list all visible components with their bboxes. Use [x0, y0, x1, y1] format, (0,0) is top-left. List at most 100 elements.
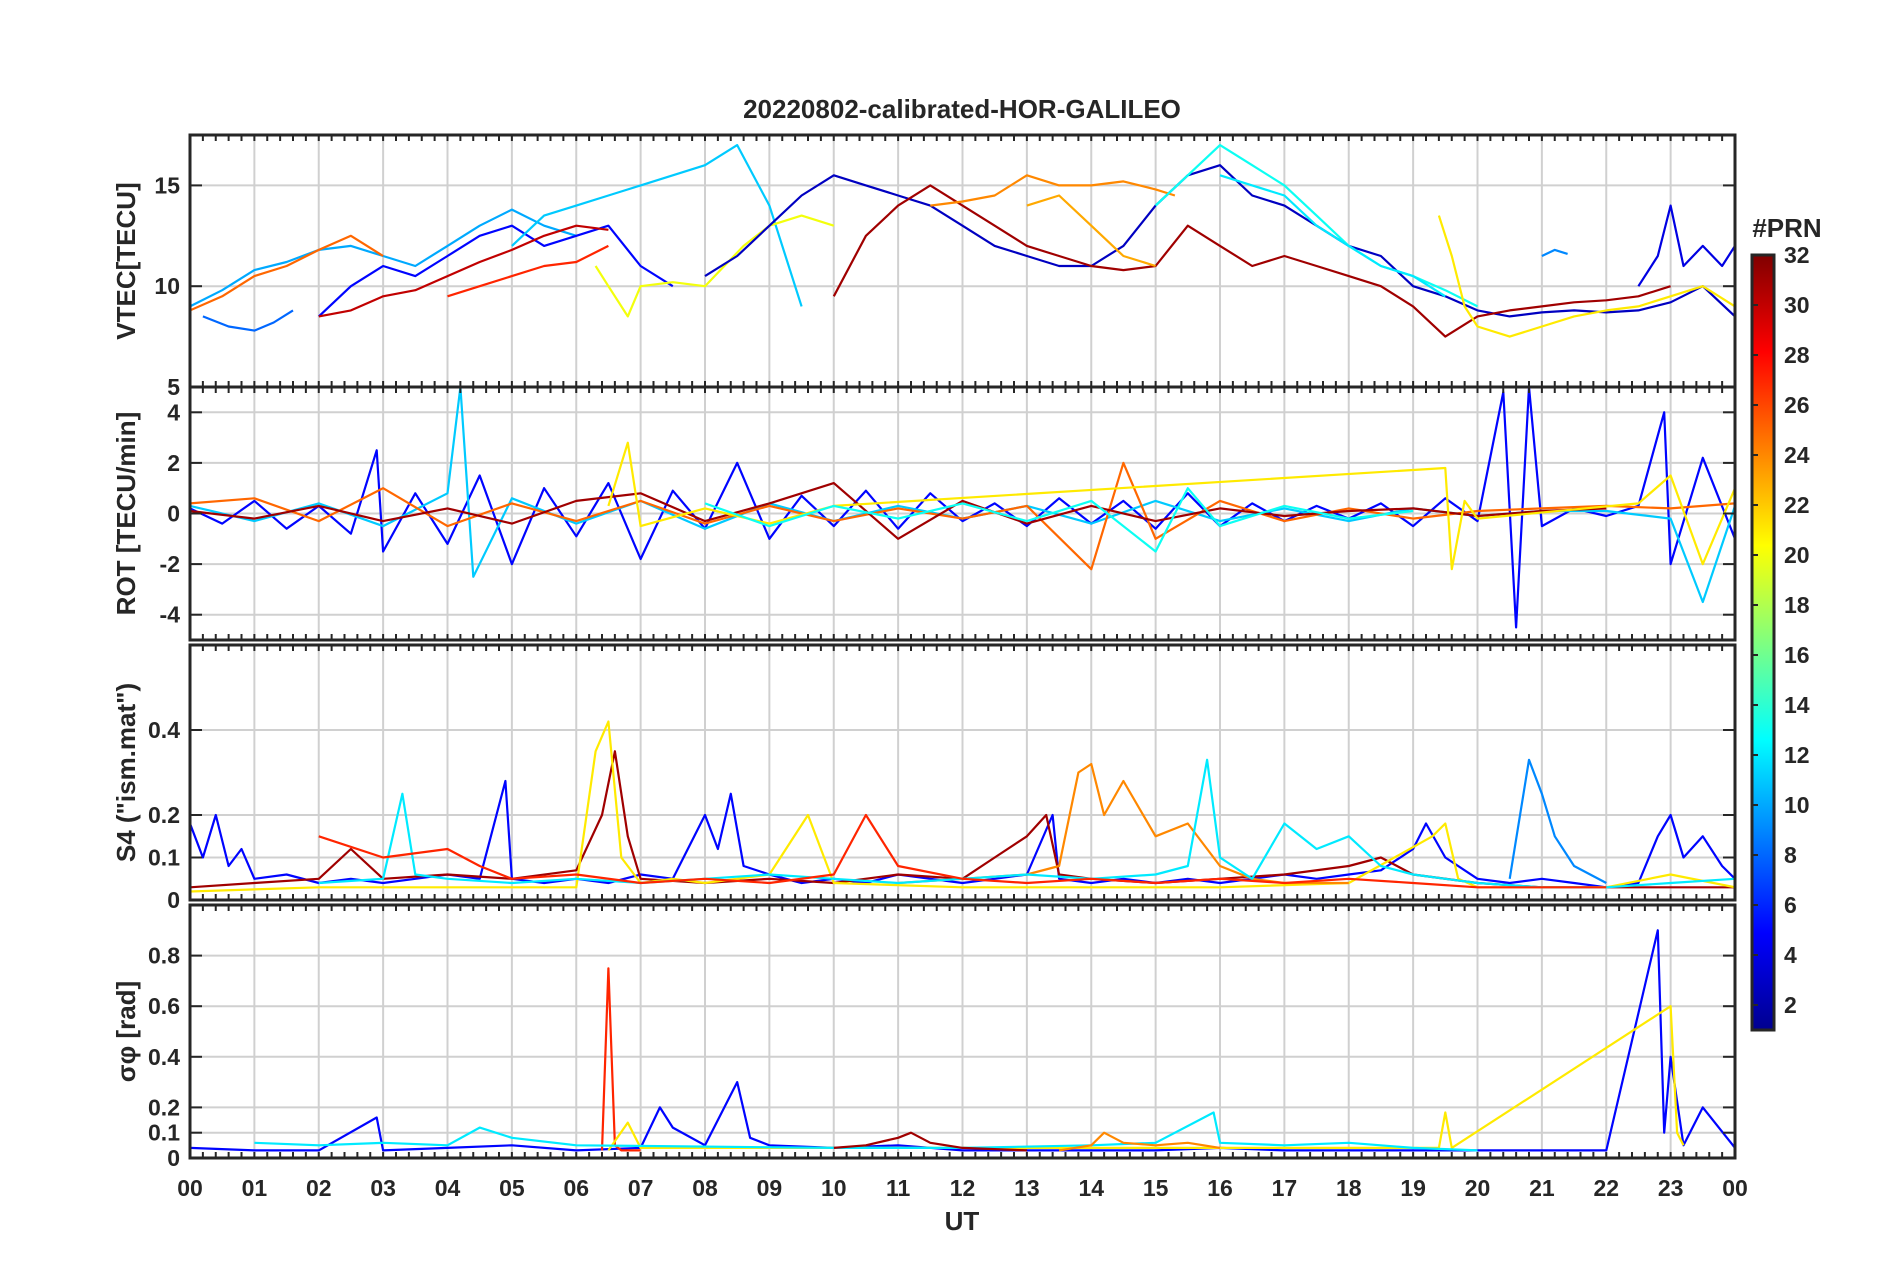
colorbar-tick-label: 16 [1784, 642, 1810, 668]
y-tick-label: 10 [154, 273, 180, 299]
panel-s4: 0 0.1 0.2 0.4 S4 ("ism.mat") [111, 643, 1737, 913]
series-line-prn-20 [594, 214, 835, 318]
series-group [190, 720, 1735, 893]
x-tick-label: 00 [1722, 1175, 1748, 1201]
y-tick-label: 0.1 [148, 1120, 180, 1146]
series-line-prn-5 [190, 387, 1735, 629]
x-tick-label: 11 [886, 1175, 911, 1201]
panel-border [188, 643, 1737, 902]
series-line-prn-31 [833, 1131, 1027, 1152]
colorbar-tick-label: 28 [1784, 342, 1810, 368]
x-tick-label: 23 [1658, 1175, 1684, 1201]
series-line-prn-27 [447, 244, 609, 298]
x-tick-label: 02 [306, 1175, 332, 1201]
series-line-prn-23 [1026, 194, 1156, 268]
series-line-prn-21 [1437, 215, 1735, 338]
y-axis-label: σφ [rad] [111, 981, 141, 1082]
series-group [190, 144, 1735, 338]
colorbar-tick-label: 32 [1784, 242, 1810, 268]
x-tick-label: 03 [370, 1175, 396, 1201]
y-axis-label: VTEC[TECU] [111, 182, 141, 339]
series-line-prn-21 [607, 1005, 1685, 1152]
y-tick-label: -2 [160, 551, 180, 577]
series-line-prn-5 [318, 224, 674, 318]
colorbar-tick-label: 4 [1784, 942, 1797, 968]
colorbar-tick-label: 26 [1784, 392, 1810, 418]
series-line-prn-31 [832, 184, 1671, 338]
y-tick-label: -4 [160, 602, 181, 628]
series-line-prn-31 [190, 482, 1607, 540]
colorbar-tick-label: 2 [1784, 992, 1797, 1018]
colorbar-tick-label: 10 [1784, 792, 1810, 818]
x-tick-label: 13 [1014, 1175, 1040, 1201]
series-line-prn-12 [318, 758, 1735, 889]
y-tick-label: 0.4 [148, 1044, 180, 1070]
y-tick-label: 0.2 [148, 802, 180, 828]
series-line-prn-25 [190, 234, 384, 312]
y-tick-label: 2 [167, 450, 180, 476]
x-tick-label: 20 [1465, 1175, 1491, 1201]
x-tick-label: 18 [1336, 1175, 1362, 1201]
x-tick-label: 10 [821, 1175, 847, 1201]
x-tick-label: 21 [1529, 1175, 1555, 1201]
series-line-prn-8 [202, 309, 294, 332]
series-line-prn-9 [1541, 248, 1568, 257]
panel-border [188, 903, 1737, 1160]
series-line-prn-4 [1637, 204, 1735, 287]
panel-rot: -4 -2 0 2 4 ROT [TECU/min] [111, 385, 1737, 642]
y-tick-label: 0.2 [148, 1094, 180, 1120]
colorbar-tick-label: 24 [1784, 442, 1810, 468]
series-line-prn-24 [930, 174, 1176, 207]
y-axis-label: S4 ("ism.mat") [111, 683, 141, 862]
colorbar-tick-label: 20 [1784, 542, 1810, 568]
y-tick-label: 0.8 [148, 943, 180, 969]
series-line-prn-13 [1154, 144, 1478, 308]
x-tick-label: 16 [1207, 1175, 1233, 1201]
colorbar-tick-label: 12 [1784, 742, 1810, 768]
colorbar-gradient [1750, 253, 1776, 1032]
x-tick-label: 22 [1593, 1175, 1619, 1201]
x-tick-label: 12 [950, 1175, 976, 1201]
series-line-prn-24 [1058, 1131, 1221, 1152]
x-tick-label: 09 [757, 1175, 783, 1201]
x-axis-label: UT [945, 1206, 980, 1236]
y-axis-label: ROT [TECU/min] [111, 412, 141, 616]
series-line-prn-3 [704, 164, 1735, 318]
y-tick-label: 0.1 [148, 845, 180, 871]
chart-title: 20220802-calibrated-HOR-GALILEO [743, 94, 1181, 124]
colorbar-tick-label: 18 [1784, 592, 1810, 618]
series-group [190, 387, 1735, 629]
y-tick-label: 4 [167, 399, 180, 425]
series-line-prn-9 [1508, 758, 1607, 884]
y-tick-label: 0 [167, 501, 180, 527]
series-line-prn-30 [318, 224, 609, 318]
x-tick-label: 00 [177, 1175, 203, 1201]
x-tick-label: 05 [499, 1175, 525, 1201]
colorbar-tick-label: 22 [1784, 492, 1810, 518]
y-tick-label: 15 [154, 172, 180, 198]
x-tick-label: 15 [1143, 1175, 1169, 1201]
series-group [190, 929, 1735, 1152]
series-line-prn-27 [318, 813, 1607, 889]
series-line-prn-12 [1219, 174, 1446, 298]
x-tick-label: 07 [628, 1175, 654, 1201]
colorbar-tick-label: 8 [1784, 842, 1797, 868]
panel-vtec: 5 10 15 VTEC[TECU] [111, 133, 1737, 400]
y-tick-label: 0.4 [148, 717, 180, 743]
y-tick-label: 5 [167, 374, 180, 400]
y-tick-label: 0.6 [148, 993, 180, 1019]
series-line-prn-24 [898, 762, 1349, 885]
series-line-prn-13 [704, 487, 1414, 553]
colorbar-tick-label: 14 [1784, 692, 1810, 718]
x-tick-label: 04 [435, 1175, 461, 1201]
y-tick-label: 0 [167, 887, 180, 913]
x-tick-label: 17 [1272, 1175, 1298, 1201]
series-line-prn-21 [607, 441, 1735, 571]
panel-sigma-phi: 00.10.2 0.4 0.6 0.8 σφ [rad] [111, 903, 1737, 1171]
x-tick-label: 19 [1400, 1175, 1426, 1201]
colorbar-label: #PRN [1752, 213, 1821, 243]
colorbar-tick-label: 6 [1784, 892, 1797, 918]
